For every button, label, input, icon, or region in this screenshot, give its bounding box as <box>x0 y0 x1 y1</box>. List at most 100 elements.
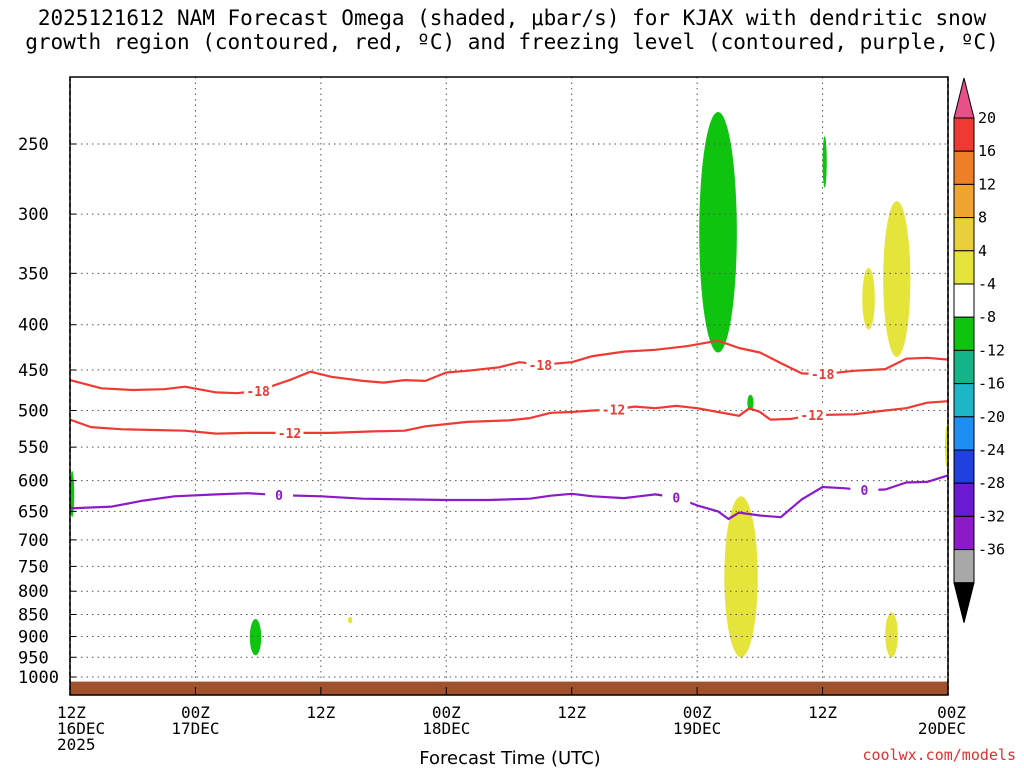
contour-label-bg-dendritic_minus18-1 <box>526 356 555 372</box>
contour-label-dendritic_minus18-0: -18 <box>246 385 270 400</box>
y-tick-label-600: 600 <box>18 472 49 492</box>
contour-label-freezing_0-1: 0 <box>672 492 680 507</box>
colorbar-segment-12 <box>953 482 975 517</box>
contour-label-dendritic_minus18-2: -18 <box>811 368 835 383</box>
contour-label-freezing_0-2: 0 <box>860 484 868 499</box>
y-tick-label-900: 900 <box>18 627 49 647</box>
y-tick-label-400: 400 <box>18 316 49 336</box>
colorbar-label-8: -16 <box>978 375 1005 393</box>
contour-line-freezing_0 <box>69 474 949 521</box>
contour-label-bg-dendritic_minus12-1 <box>599 401 628 417</box>
y-tick-label-650: 650 <box>18 502 49 522</box>
x-tick-label-48-line1: 12Z <box>557 703 586 722</box>
colorbar-segment-13 <box>953 515 975 551</box>
colorbar: 20 16 12 8 4 -4 -8 -12 -16 -20 -24 -28 -32 -36 <box>953 77 1005 623</box>
y-tick-label-950: 950 <box>18 648 49 668</box>
colorbar-label-2: 12 <box>978 175 996 193</box>
title-line-2: growth region (contoured, red, ºC) and f… <box>25 30 999 54</box>
y-tick-label-300: 300 <box>18 205 49 225</box>
contour-label-dendritic_minus12-2: -12 <box>800 409 823 424</box>
colorbar-label-5: -4 <box>978 275 996 293</box>
colorbar-bottom-arrow <box>953 582 975 623</box>
colorbar-label-12: -32 <box>978 507 1005 525</box>
chart-title: 2025121612 NAM Forecast Omega (shaded, μ… <box>0 6 1024 54</box>
x-tick-label-36-line2: 18DEC <box>422 719 470 738</box>
colorbar-segment-5 <box>953 250 975 285</box>
omega-region-3 <box>699 111 737 353</box>
omega-region-0 <box>70 470 75 518</box>
colorbar-label-7: -12 <box>978 341 1005 359</box>
contour-line-dendritic_minus12 <box>69 400 949 435</box>
y-tick-label-1000: 1000 <box>18 668 59 688</box>
omega-region-6 <box>724 496 758 658</box>
x-tick-label-12-line2: 17DEC <box>171 719 219 738</box>
y-tick-label-750: 750 <box>18 557 49 577</box>
colorbar-segment-2 <box>953 150 975 185</box>
omega-region-7 <box>862 267 875 330</box>
colorbar-segment-7 <box>953 316 975 351</box>
contour-label-bg-dendritic_minus12-2 <box>798 407 827 423</box>
x-axis-label: Forecast Time (UTC) <box>419 748 600 768</box>
omega-region-2 <box>348 616 353 624</box>
contour-line-dendritic_minus18 <box>69 339 949 395</box>
colorbar-segment-1 <box>953 117 975 152</box>
contour-label-bg-dendritic_minus18-2 <box>808 366 837 382</box>
colorbar-segment-6 <box>953 283 975 318</box>
omega-region-8 <box>883 201 911 357</box>
colorbar-segment-3 <box>953 183 975 219</box>
colorbar-label-13: -36 <box>978 541 1005 559</box>
colorbar-label-1: 16 <box>978 142 996 160</box>
y-tick-label-350: 350 <box>18 264 49 284</box>
x-tick-label-24-line1: 12Z <box>306 703 335 722</box>
colorbar-label-6: -8 <box>978 308 996 326</box>
colorbar-segment-11 <box>953 449 975 484</box>
x-tick-label-12-line1: 00Z <box>181 703 210 722</box>
colorbar-label-9: -20 <box>978 408 1005 426</box>
colorbar-label-0: 20 <box>978 109 996 127</box>
terrain-surface <box>70 681 948 695</box>
y-tick-label-700: 700 <box>18 531 49 551</box>
y-tick-label-850: 850 <box>18 606 49 626</box>
contour-label-bg-freezing_0-1 <box>662 489 691 505</box>
contour-layer: -18 -18 -18 -12 -12 -12 0 0 0 <box>69 339 949 521</box>
contour-label-bg-dendritic_minus12-0 <box>275 424 304 440</box>
omega-region-1 <box>249 619 262 656</box>
omega-region-9 <box>885 612 898 658</box>
x-tick-label-0-line2: 16DEC <box>57 719 105 738</box>
contour-label-bg-freezing_0-0 <box>265 487 294 503</box>
x-tick-label-72-line1: 12Z <box>808 703 837 722</box>
colorbar-label-4: 4 <box>978 242 987 260</box>
colorbar-segment-4 <box>953 217 975 252</box>
x-tick-label-84-line2: 20DEC <box>918 719 966 738</box>
x-tick-label-36-line1: 00Z <box>432 703 461 722</box>
y-tick-label-450: 450 <box>18 361 49 381</box>
colorbar-segment-8 <box>953 349 975 385</box>
colorbar-top-arrow <box>953 77 975 119</box>
watermark: coolwx.com/models <box>862 746 1016 764</box>
x-tick-label-60-line2: 19DEC <box>673 719 721 738</box>
colorbar-segment-9 <box>953 383 975 418</box>
contour-label-dendritic_minus18-1: -18 <box>529 359 553 374</box>
colorbar-segment-10 <box>953 416 975 451</box>
y-tick-label-500: 500 <box>18 402 49 422</box>
omega-region-4 <box>747 394 754 411</box>
x-tick-label-0-line1: 12Z <box>57 703 86 722</box>
colorbar-label-10: -24 <box>978 441 1005 459</box>
contour-label-bg-freezing_0-2 <box>850 482 879 498</box>
y-tick-label-550: 550 <box>18 438 49 458</box>
colorbar-label-11: -28 <box>978 474 1005 492</box>
contour-label-freezing_0-0: 0 <box>275 489 283 504</box>
contour-label-dendritic_minus12-0: -12 <box>278 427 301 442</box>
omega-region-5 <box>822 136 827 188</box>
y-tick-label-800: 800 <box>18 582 49 602</box>
y-tick-label-250: 250 <box>18 135 49 155</box>
plot-frame <box>69 76 949 696</box>
contour-label-dendritic_minus12-1: -12 <box>602 404 625 419</box>
axis-layer: 2503003504004505005506006507007508008509… <box>18 77 966 754</box>
colorbar-label-3: 8 <box>978 209 987 227</box>
x-tick-label-0-line3: 2025 <box>57 735 96 754</box>
contour-label-bg-dendritic_minus18-0 <box>244 382 273 398</box>
x-tick-label-60-line1: 00Z <box>683 703 712 722</box>
omega-shading-layer <box>70 111 949 658</box>
